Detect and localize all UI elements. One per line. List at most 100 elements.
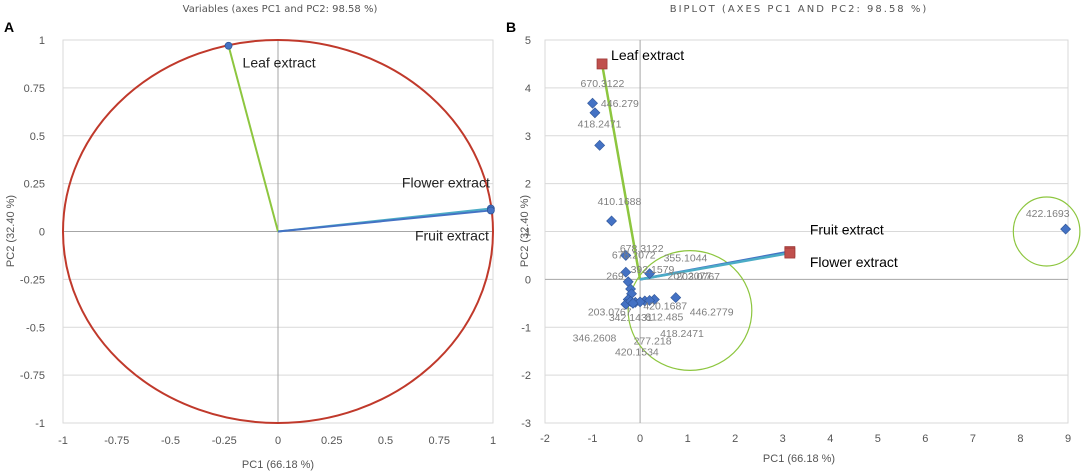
panel-b-point-label: 420.1687 xyxy=(643,300,687,312)
panel-b-point-label: 422.1693 xyxy=(1026,208,1070,220)
panel-b-vector-leaf-extract xyxy=(600,63,642,280)
panel-b-point xyxy=(644,295,656,306)
panel-b-annotation-circle xyxy=(627,250,753,371)
panel-b-x-tick-label: 4 xyxy=(827,433,833,445)
panel-a-x-tick-label: 0.75 xyxy=(429,435,450,447)
panel-b-point-label: 670.3122 xyxy=(581,78,625,90)
panel-b-point-label: 678.2072 xyxy=(612,249,656,261)
panel-b-x-tick-label: -2 xyxy=(540,433,550,445)
panel-b-point xyxy=(1060,223,1072,235)
panel-b-y-tick-label: -3 xyxy=(521,418,531,430)
panel-b-point-label: 392.1579 xyxy=(631,264,675,276)
panel-b-point-label: 269 xyxy=(606,270,624,282)
panel-b-point-label: 355.1044 xyxy=(664,253,708,265)
panel-a-y-tick-label: 1 xyxy=(39,35,45,47)
panel-b-point-label: 446.2779 xyxy=(690,307,734,319)
panel-a-y-tick-label: -0.5 xyxy=(26,322,45,334)
panel-b-y-tick-label: 2 xyxy=(525,179,531,191)
panel-b-title: BIPLOT (AXES PC1 AND PC2: 98.58 %) xyxy=(670,4,929,15)
panel-a-title: Variables (axes PC1 and PC2: 98.58 %) xyxy=(183,4,378,15)
panel-b-point-label: 207.2077 xyxy=(668,271,712,283)
panel-b-point xyxy=(589,107,601,119)
panel-b-point xyxy=(620,266,632,278)
panel-b-point-label: 420.1534 xyxy=(615,346,659,358)
panel-b-x-tick-label: 3 xyxy=(780,433,786,445)
panel-a-x-axis-label: PC1 (66.18 %) xyxy=(242,459,314,471)
panel-b-point-label: 203.0767 xyxy=(676,271,720,283)
panel-b-vector-marker-flower-extract xyxy=(784,247,796,259)
panel-b-point-label: 342.1431 xyxy=(609,312,653,324)
panel-b-marks: Leaf extract Fruit extract Flower extract 6… xyxy=(573,47,1081,371)
panel-b-letter: B xyxy=(506,19,516,35)
panel-b-x-axis-label: PC1 (66.18 %) xyxy=(763,453,835,465)
panel-a-letter: A xyxy=(4,19,14,35)
panel-a-y-tick-label: -0.25 xyxy=(20,274,45,286)
panel-a-x-tick-label: -0.5 xyxy=(161,435,180,447)
panel-b-point-label: 812.485 xyxy=(645,311,683,323)
panel-a-vector-fruit-extract xyxy=(277,209,491,233)
panel-a-correlation-circle xyxy=(62,39,494,424)
panel-b-x-tick-label: 9 xyxy=(1065,433,1071,445)
panel-b-point-label: 203.0767 xyxy=(588,306,632,318)
panel-b-point xyxy=(606,215,617,227)
panel-b-point xyxy=(670,292,682,303)
panel-a-x-tick-label: -1 xyxy=(58,435,68,447)
panel-b-point-label: 410.1688 xyxy=(598,196,642,208)
panel-b-gridlines xyxy=(545,40,1068,423)
panel-a-x-tick-label: 1 xyxy=(490,435,496,447)
panel-b-x-tick-label: 7 xyxy=(970,433,976,445)
panel-b-x-tick-label: 5 xyxy=(875,433,881,445)
panel-a-vector-label-fruit-extract: Fruit extract xyxy=(415,227,489,243)
panel-b-point-label: 678.3122 xyxy=(620,243,664,255)
panel-b-point-label: 277.218 xyxy=(634,335,672,347)
panel-b-y-tick-label: -2 xyxy=(521,370,531,382)
panel-a-y-tick-label: -1 xyxy=(35,418,45,430)
panel-a-y-tick-label: 0 xyxy=(39,227,45,239)
panel-b-x-tick-label: 8 xyxy=(1017,433,1023,445)
panel-a-x-tick-label: -0.25 xyxy=(212,435,237,447)
panel-b-x-tick-label: 0 xyxy=(637,433,643,445)
panel-b-x-tick-label: -1 xyxy=(588,433,598,445)
panel-b-point xyxy=(644,268,656,280)
panel-a-vector-point-fruit-extract xyxy=(486,206,495,215)
panel-b-point xyxy=(587,97,598,109)
panel-b-y-axis-label: PC2 (32.40 %) xyxy=(519,195,531,267)
panel-a-vector-label-leaf-extract: Leaf extract xyxy=(243,55,316,71)
panel-b-point-label: 446.279 xyxy=(601,98,639,110)
panel-b-vector-flower-extract xyxy=(639,251,791,281)
panel-a-x-tick-label: -0.75 xyxy=(104,435,129,447)
panel-a-tick-labels: 1 0.75 0.5 0.25 0 -0.25 -0.5 -0.75 -1 -1 -0.75 -0.5… xyxy=(20,35,496,447)
panel-a-vector-point-leaf-extract xyxy=(224,41,233,50)
panel-b-tick-labels: 5 4 3 2 1 0 -1 -2 -3 -2 -1 0 1 2 3 4 5 6 7 8 9 xyxy=(521,35,1071,445)
panel-b-point xyxy=(620,250,632,261)
panel-a-vector-label-flower-extract: Flower extract xyxy=(402,175,490,191)
panel-b-point-label: 418.2471 xyxy=(660,328,704,340)
panel-a-y-tick-label: 0.25 xyxy=(24,179,45,191)
panel-b-y-tick-label: -1 xyxy=(521,322,531,334)
panel-b: B BIPLOT (AXES PC1 AND PC2: 98.58 %) 5 4 3… xyxy=(506,4,1081,465)
panel-b-vector-label-flower-extract: Flower extract xyxy=(810,254,898,270)
panel-b-y-tick-label: 3 xyxy=(525,131,531,143)
panel-a-y-axis-label: PC2 (32.40 %) xyxy=(5,195,17,267)
panel-b-y-tick-label: 5 xyxy=(525,35,531,47)
panel-b-point-label: 418.2471 xyxy=(578,118,622,130)
panel-b-annotation-circle xyxy=(1012,196,1081,267)
panel-b-point xyxy=(634,296,646,308)
panel-b-point xyxy=(627,297,639,309)
panel-b-vector-label-leaf-extract: Leaf extract xyxy=(611,47,684,63)
panel-a: A Variables (axes PC1 and PC2: 98.58 %) … xyxy=(4,4,496,471)
panel-b-x-tick-label: 6 xyxy=(922,433,928,445)
panel-b-point-label: 346.2608 xyxy=(573,332,617,344)
panel-b-vector-marker-leaf-extract xyxy=(596,58,608,70)
panel-b-point xyxy=(594,139,606,151)
panel-b-vector-label-fruit-extract: Fruit extract xyxy=(810,222,884,238)
panel-a-x-tick-label: 0 xyxy=(275,435,281,447)
panel-a-vector-leaf-extract xyxy=(227,45,279,232)
panel-b-y-tick-label: 1 xyxy=(525,227,531,239)
panel-b-x-tick-label: 1 xyxy=(685,433,691,445)
panel-a-y-tick-label: -0.75 xyxy=(20,370,45,382)
panel-b-x-tick-label: 2 xyxy=(732,433,738,445)
panel-b-y-tick-label: 0 xyxy=(525,274,531,286)
panel-a-y-tick-label: 0.5 xyxy=(30,131,45,143)
